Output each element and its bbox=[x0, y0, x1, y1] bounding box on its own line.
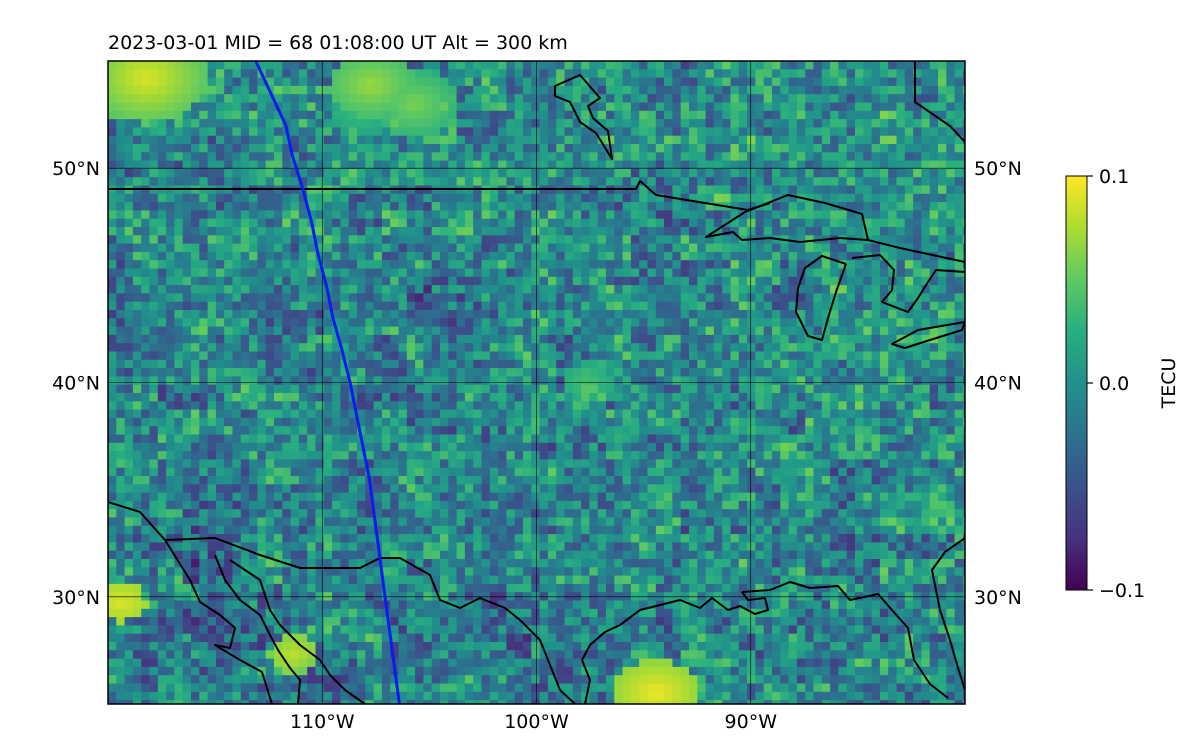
great-lakes-border bbox=[867, 239, 965, 263]
lon-tick-label: 90°W bbox=[725, 711, 778, 733]
lat-tick-label-right: 30°N bbox=[974, 587, 1022, 609]
gulf-of-california-coast bbox=[214, 554, 301, 704]
map-tick-labels: 110°W 100°W 90°W 30°N 30°N 40°N 40°N 50°N 50°N bbox=[52, 158, 1022, 733]
tec-heatmap bbox=[108, 61, 965, 704]
coastlines-and-borders bbox=[108, 61, 965, 704]
lake-michigan bbox=[795, 255, 847, 341]
mississippi-delta bbox=[581, 591, 769, 704]
lat-tick-label-right: 50°N bbox=[974, 158, 1022, 180]
satellite-track bbox=[254, 61, 401, 704]
hudson-bay-coast bbox=[914, 61, 965, 143]
us-mexico-border bbox=[108, 501, 576, 704]
colorbar-label: TECU bbox=[1158, 358, 1180, 410]
lake-erie-ontario bbox=[891, 321, 965, 349]
lake-superior bbox=[705, 194, 869, 243]
east-coast bbox=[931, 537, 965, 691]
lat-tick-label-left: 40°N bbox=[52, 373, 100, 395]
lon-tick-label: 110°W bbox=[290, 711, 355, 733]
map-frame bbox=[107, 60, 966, 705]
lon-tick-label: 100°W bbox=[504, 711, 569, 733]
lat-tick-label-left: 30°N bbox=[52, 587, 100, 609]
james-bay-island bbox=[554, 74, 613, 160]
lake-huron bbox=[851, 254, 965, 313]
colorbar-tick-label: 0.0 bbox=[1099, 373, 1129, 395]
lat-tick-label-right: 40°N bbox=[974, 373, 1022, 395]
mexico-west-coast bbox=[229, 559, 366, 704]
map-title: 2023-03-01 MID = 68 01:08:00 UT Alt = 30… bbox=[108, 32, 568, 54]
colorbar: 0.1 0.0 −0.1 TECU bbox=[1065, 166, 1180, 602]
colorbar-tick-label: −0.1 bbox=[1099, 580, 1145, 602]
map-panel: 110°W 100°W 90°W 30°N 30°N 40°N 40°N 50°N 50°N bbox=[52, 60, 1022, 733]
graticule bbox=[108, 61, 965, 704]
lat-tick-label-left: 50°N bbox=[52, 158, 100, 180]
baja-west-coast bbox=[164, 539, 273, 704]
colorbar-tick-label: 0.1 bbox=[1099, 166, 1129, 188]
colorbar-gradient bbox=[1065, 175, 1088, 591]
colorbar-ticks: 0.1 0.0 −0.1 bbox=[1087, 166, 1145, 602]
